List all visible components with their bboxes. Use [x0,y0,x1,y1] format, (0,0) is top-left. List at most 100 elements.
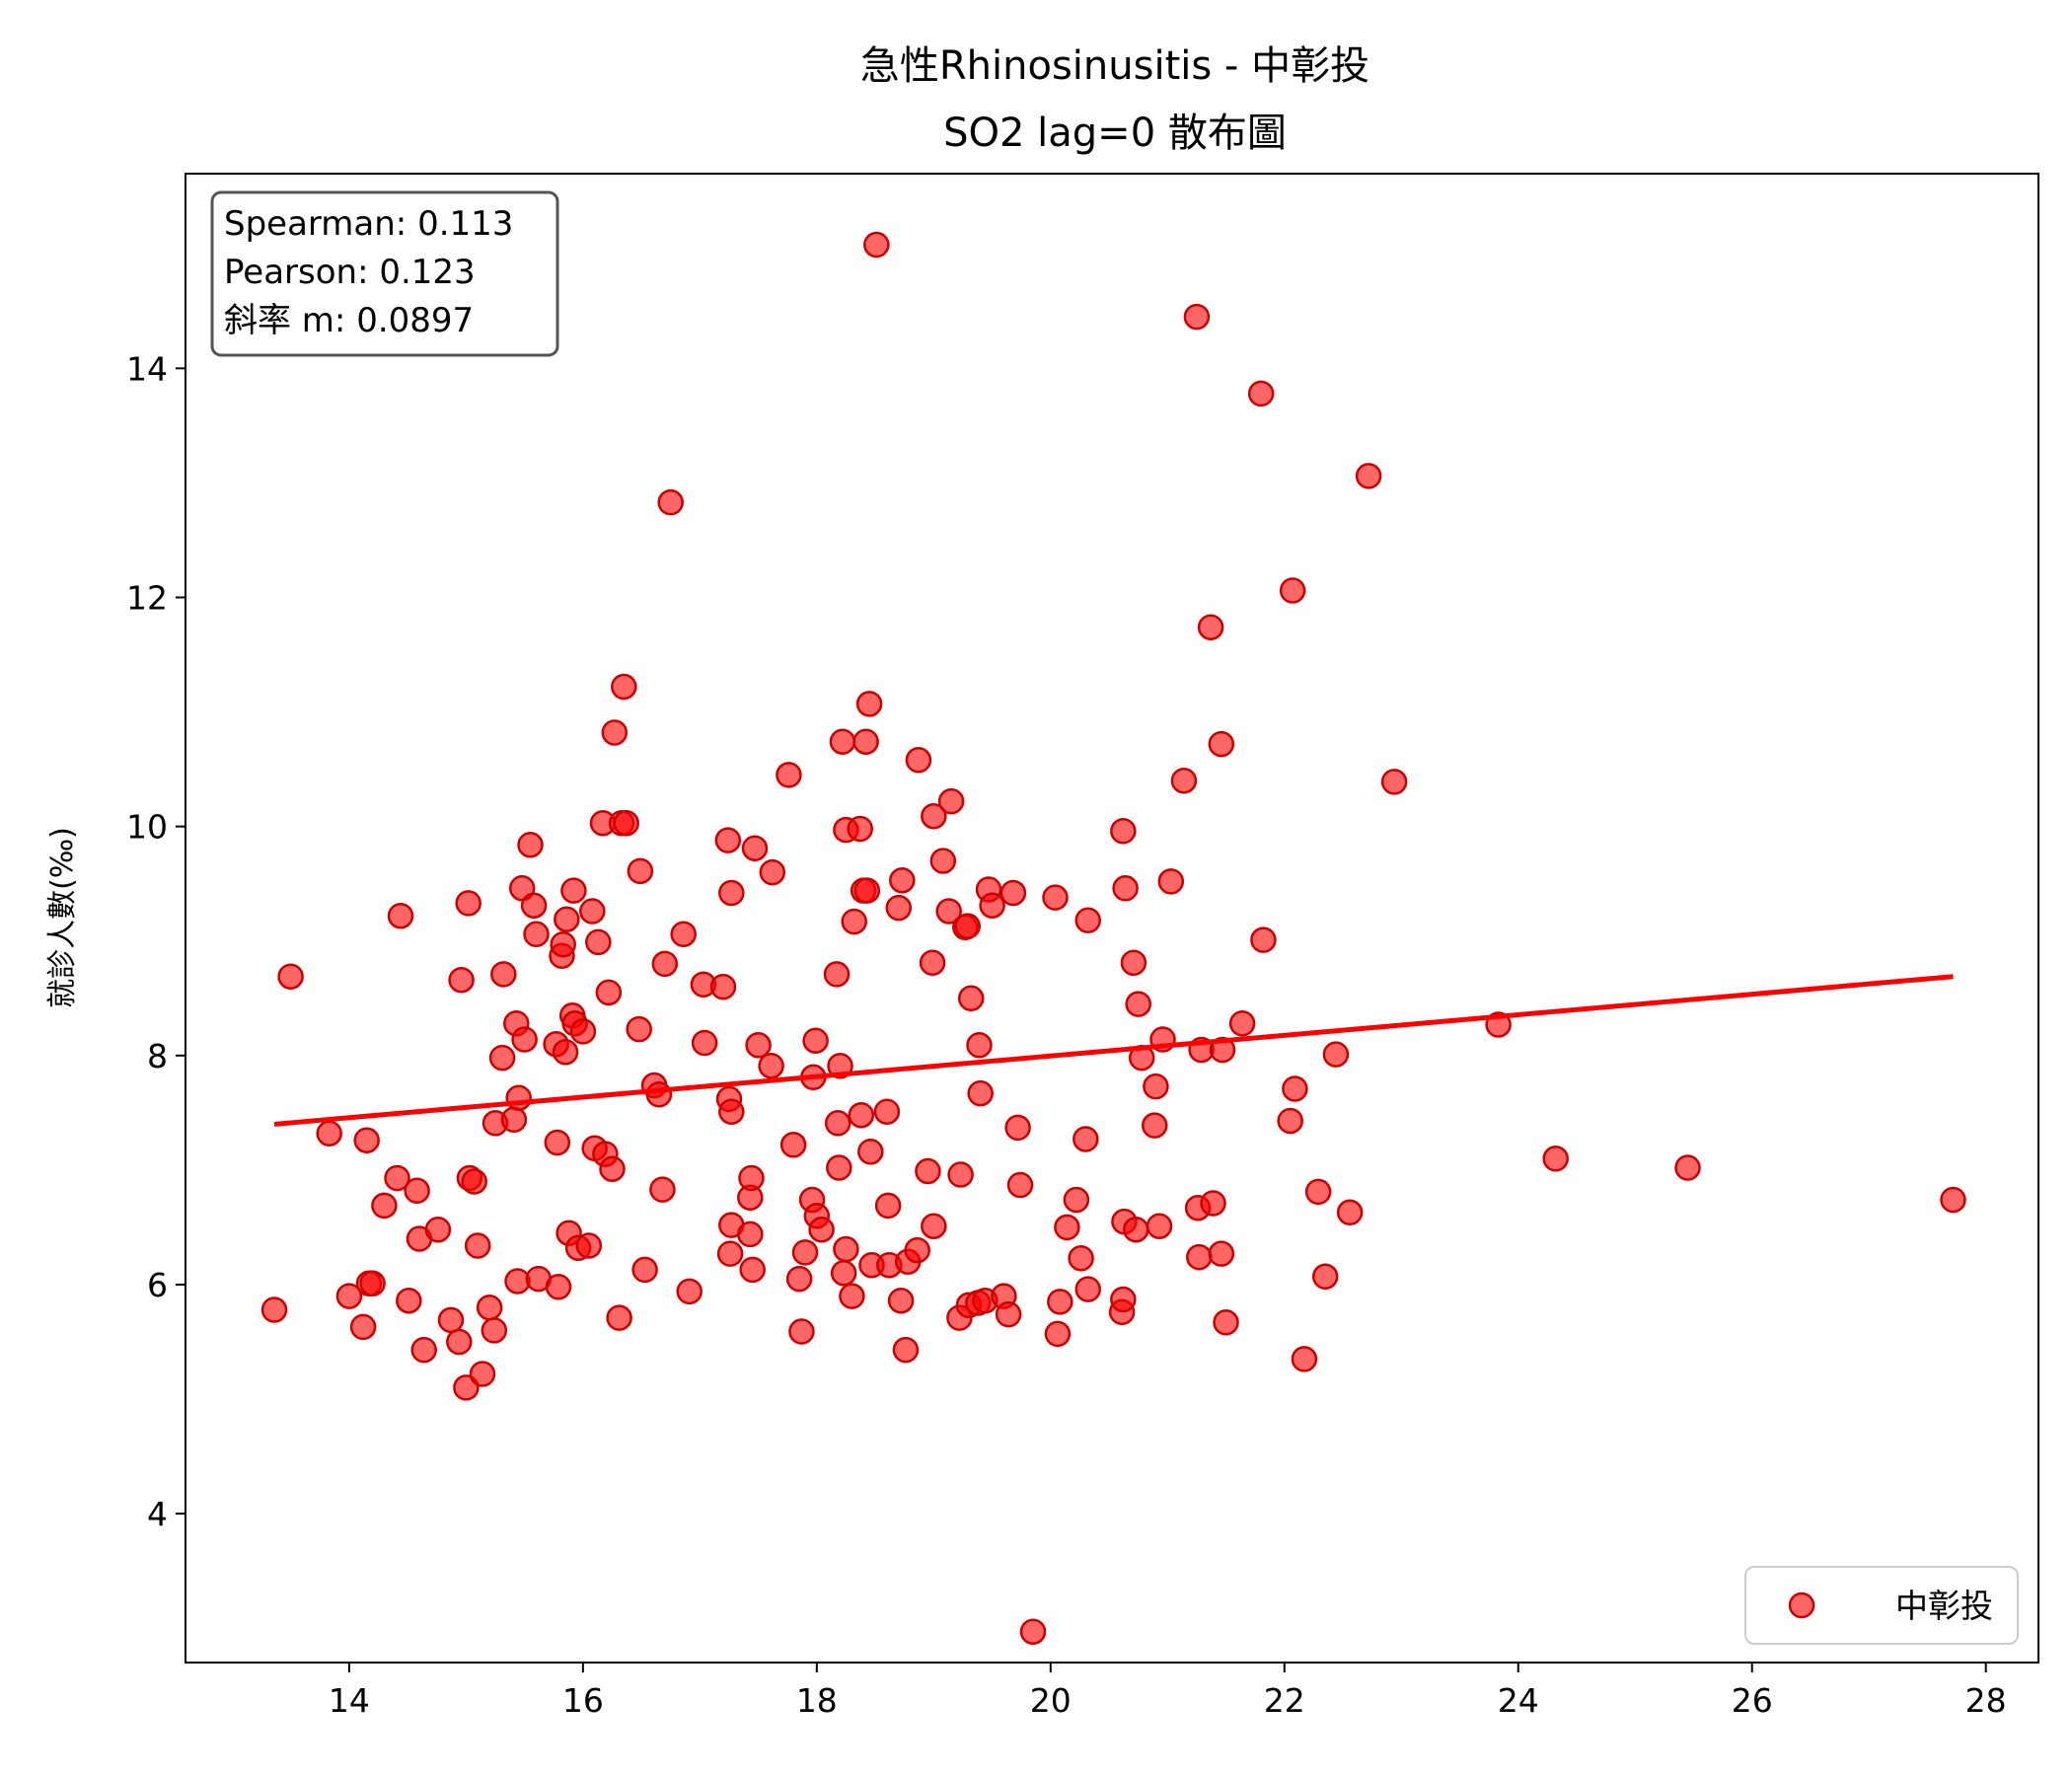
scatter-point [488,1044,516,1072]
scatter-point [448,966,475,994]
scatter-point [1197,614,1224,640]
scatter-point [371,1192,398,1220]
scatter-point [500,1106,528,1134]
y-axis: 4 6 8 10 12 14 [126,349,185,1533]
scatter-point [929,848,957,874]
scatter-point [957,985,985,1012]
legend-label: 中彰投 [1895,1587,1993,1625]
scatter-point [1355,463,1382,489]
chart-title: 急性Rhinosinusitis - 中彰投 [860,43,1369,89]
scatter-point [829,728,856,755]
scatter-point [833,1235,859,1263]
scatter-point [1042,884,1069,911]
scatter-point [937,787,965,815]
scatter-point [627,857,654,885]
scatter-point [1186,1243,1213,1271]
scatter-point [410,1336,437,1364]
scatter-point [885,894,913,922]
scatter-point [808,1216,835,1243]
scatter-point [1044,1320,1072,1348]
scatter-point [892,1336,920,1364]
scatter-point [437,1306,465,1334]
scatter-point [1291,1346,1318,1372]
scatter-point [904,1236,930,1264]
scatter-point [569,1018,597,1045]
scatter-point [611,673,637,701]
y-tick-label: 8 [147,1037,168,1075]
plot-frame [185,173,2039,1664]
scatter-point [545,1274,572,1300]
scatter-point [1120,949,1147,977]
scatter-point [1336,1199,1364,1226]
scatter-point [676,1278,703,1305]
scatter-point [776,762,802,788]
scatter-point [1054,1214,1080,1241]
y-tick-label: 14 [126,349,168,388]
scatter-point [349,1313,377,1341]
scatter-point [1063,1186,1090,1214]
scatter-point [657,488,684,516]
scatter-point [1074,907,1101,934]
scatter-point [461,1168,487,1195]
scatter-point [718,879,745,907]
scatter-point [848,1101,875,1129]
scatter-point [947,1161,974,1188]
scatter-point [260,1296,288,1323]
scatter-point [779,1132,807,1158]
scatter-point [739,1256,766,1284]
scatter-point [921,802,947,830]
scatter-point [517,831,544,858]
scatter-point [737,1221,764,1248]
legend-marker [1788,1591,1815,1619]
scatter-point [1322,1041,1350,1068]
stats-spearman: Spearman: 0.113 [224,204,513,244]
scatter-point [606,1304,632,1331]
x-tick-label: 22 [1264,1681,1305,1720]
scatter-point [1110,818,1137,845]
scatter-point [1250,926,1277,953]
x-tick-label: 20 [1030,1681,1072,1720]
scatter-point [404,1177,430,1205]
scatter-point [464,1232,491,1259]
scatter-point [1208,730,1235,758]
scatter-point [935,898,962,925]
scatter-point [1146,1213,1173,1239]
scatter-point [1143,1073,1169,1100]
x-tick-label: 14 [329,1681,370,1720]
scatter-point [824,1110,851,1137]
scatter-point [887,1287,915,1314]
x-axis: 14 16 18 20 22 24 26 28 [329,1663,2007,1720]
scatter-point [1247,380,1275,407]
scatter-point [1200,1190,1226,1217]
scatter-point [1279,577,1306,604]
scatter-point [853,877,881,904]
scatter-point [1282,1075,1308,1102]
scatter-point [601,719,629,746]
scatter-point [873,1098,901,1125]
scatter-point [966,1032,993,1059]
scatter-point [554,906,580,932]
plot-area [185,173,2039,1664]
scatter-point [560,877,587,904]
chart-subtitle: SO2 lag=0 散布圖 [943,111,1287,156]
scatter-point [1019,1618,1047,1645]
scatter-point [830,1260,857,1287]
scatter-point [1304,1178,1332,1206]
scatter-point [1073,1126,1099,1152]
scatter-point [716,1240,744,1267]
scatter-point [645,1081,673,1108]
scatter-point [1068,1244,1094,1272]
scatter-point [387,902,414,929]
scatter-point [1112,875,1139,902]
scatter-point [316,1120,342,1147]
x-tick-label: 24 [1498,1681,1539,1720]
scatter-point [455,890,481,917]
scatter-point [1074,1276,1101,1302]
y-tick-label: 4 [147,1495,168,1533]
legend: 中彰投 [1744,1566,2019,1645]
scatter-point [1047,1289,1073,1315]
scatter-point [476,1294,503,1321]
scatter-point [520,892,548,919]
scatter-point [1110,1286,1137,1313]
scatter-point [1209,1036,1236,1064]
